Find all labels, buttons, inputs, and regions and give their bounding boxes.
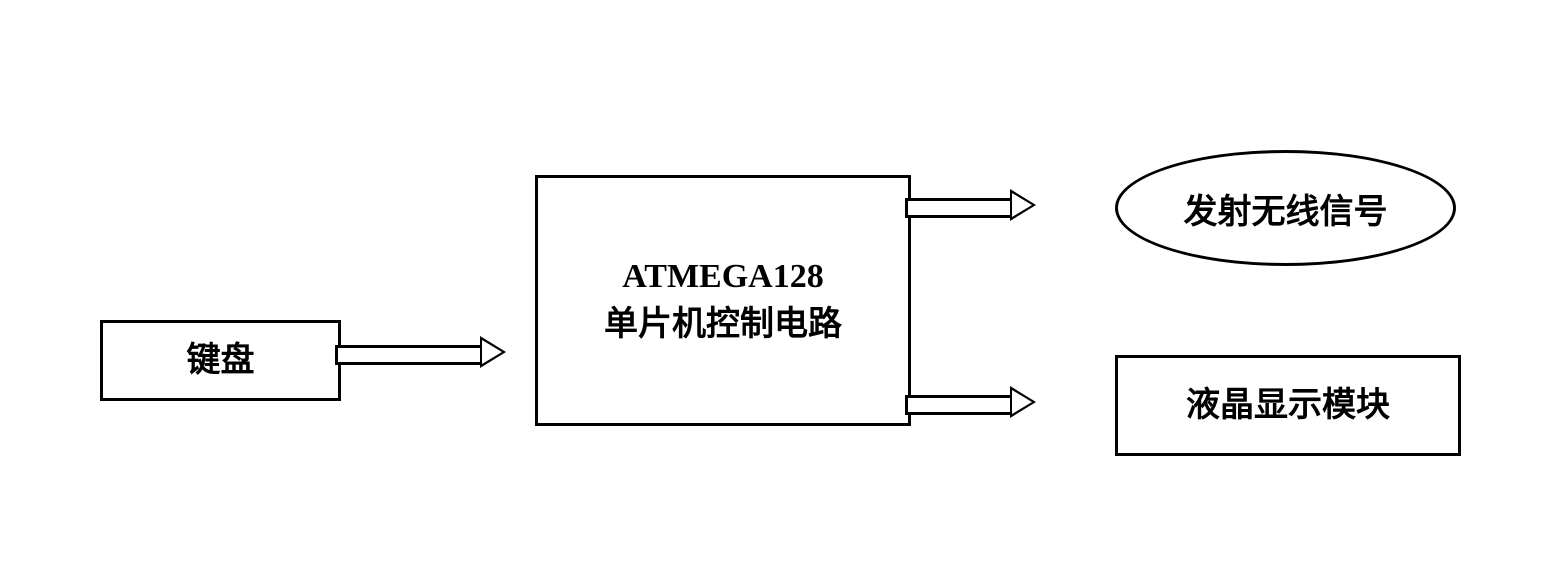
keyboard-label: 键盘: [187, 337, 255, 385]
mcu-line2: 单片机控制电路: [604, 301, 842, 349]
wireless-label: 发射无线信号: [1184, 184, 1388, 233]
lcd-label: 液晶显示模块: [1186, 382, 1390, 430]
keyboard-node: 键盘: [100, 320, 341, 401]
mcu-node: ATMEGA128 单片机控制电路: [535, 175, 911, 426]
lcd-node: 液晶显示模块: [1115, 355, 1461, 456]
mcu-line1: ATMEGA128: [622, 253, 823, 301]
wireless-node: 发射无线信号: [1115, 150, 1456, 266]
